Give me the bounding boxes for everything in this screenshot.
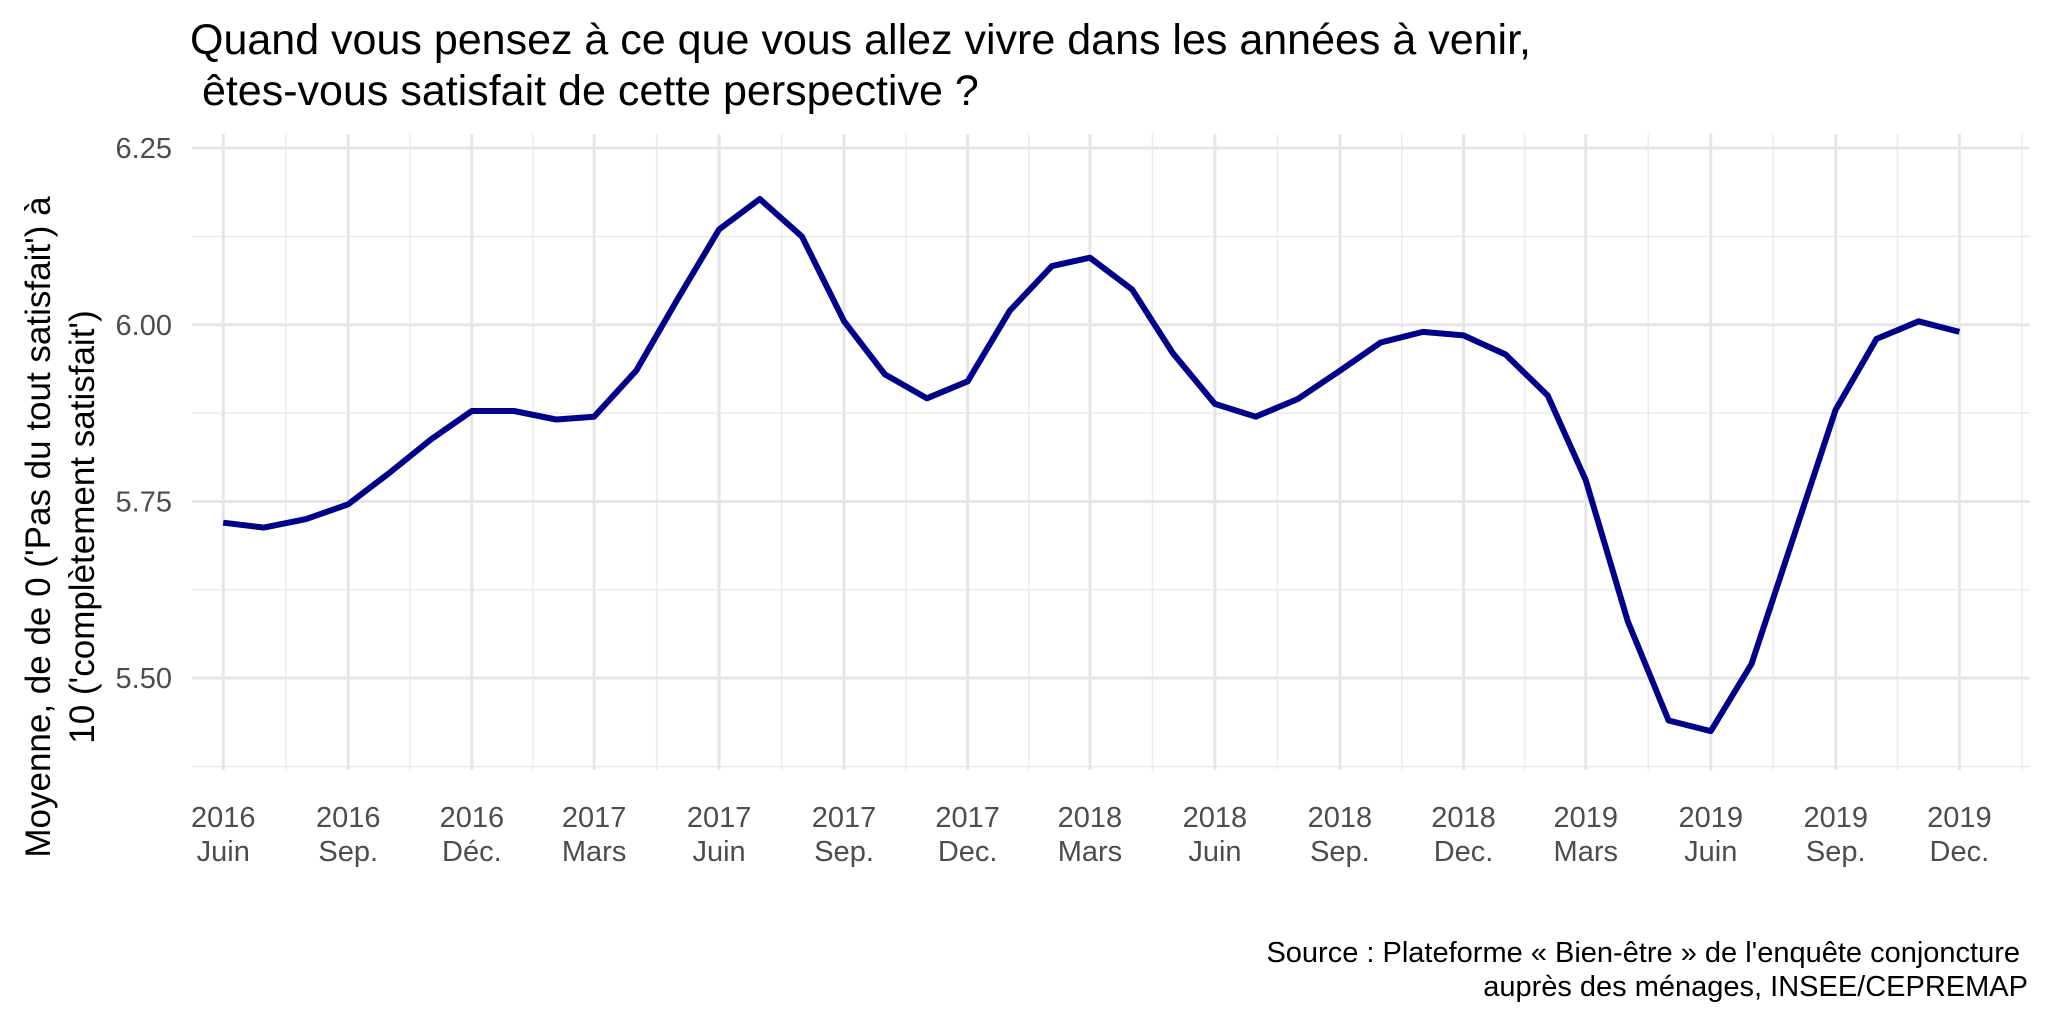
y-tick-label: 6.00: [116, 310, 172, 342]
x-tick-label-year: 2017: [935, 802, 1000, 834]
y-tick-label: 5.50: [116, 663, 172, 695]
y-axis-ticks: 5.50 5.75 6.00 6.25: [116, 133, 172, 695]
y-axis-label-line-1: Moyenne, de de 0 ('Pas du tout satisfait…: [19, 196, 58, 858]
x-tick-label-month: Dec.: [1434, 836, 1494, 868]
chart-title-line-1: Quand vous pensez à ce que vous allez vi…: [190, 16, 1531, 64]
x-tick-label-year: 2016: [316, 802, 381, 834]
x-tick-label-month: Dec.: [1930, 836, 1990, 868]
series-lines: [222, 196, 1961, 735]
x-tick-label-month: Juin: [197, 836, 250, 868]
x-tick-label-month: Sep.: [318, 836, 378, 868]
x-tick-label-month: Sep.: [1806, 836, 1866, 868]
chart-title: Quand vous pensez à ce que vous allez vi…: [190, 16, 1531, 115]
x-tick-label-year: 2017: [687, 802, 752, 834]
x-tick-label-year: 2019: [1554, 802, 1619, 834]
y-tick-label: 6.25: [116, 133, 172, 165]
x-tick-label-month: Mars: [562, 836, 626, 868]
chart-caption: Source : Plateforme « Bien-être » de l'e…: [1266, 937, 2028, 1003]
y-axis-label: Moyenne, de de 0 ('Pas du tout satisfait…: [19, 196, 102, 858]
x-tick-label-month: Juin: [1188, 836, 1241, 868]
x-tick-label-month: Juin: [692, 836, 745, 868]
x-tick-label-year: 2019: [1679, 802, 1744, 834]
x-tick-label-month: Sep.: [1310, 836, 1370, 868]
x-tick-label-year: 2018: [1431, 802, 1496, 834]
x-tick-label-month: Mars: [1058, 836, 1122, 868]
y-axis-label-line-2: 10 ('complètement satisfait'): [63, 310, 102, 744]
x-tick-label-year: 2017: [812, 802, 877, 834]
x-tick-label-year: 2018: [1058, 802, 1123, 834]
x-tick-label-year: 2018: [1183, 802, 1248, 834]
caption-line-2: auprès des ménages, INSEE/CEPREMAP: [1483, 971, 2028, 1003]
x-tick-label-month: Mars: [1554, 836, 1618, 868]
chart-title-line-2: êtes-vous satisfait de cette perspective…: [190, 67, 979, 115]
x-tick-label-month: Dec.: [938, 836, 998, 868]
x-tick-label-month: Sep.: [814, 836, 874, 868]
x-tick-label-year: 2019: [1927, 802, 1992, 834]
x-tick-label-year: 2017: [562, 802, 627, 834]
x-tick-label-year: 2016: [440, 802, 505, 834]
x-tick-label-year: 2018: [1308, 802, 1373, 834]
x-axis-ticks: 2016Juin2016Sep.2016Déc.2017Mars2017Juin…: [191, 802, 1992, 868]
x-tick-label-year: 2019: [1803, 802, 1868, 834]
x-tick-label-month: Déc.: [442, 836, 502, 868]
caption-line-1: Source : Plateforme « Bien-être » de l'e…: [1266, 937, 2020, 969]
mean-series-line: [222, 196, 1961, 735]
y-tick-label: 5.75: [116, 486, 172, 518]
grid-lines: [192, 134, 2030, 770]
x-tick-label-year: 2016: [191, 802, 256, 834]
x-tick-label-month: Juin: [1684, 836, 1737, 868]
